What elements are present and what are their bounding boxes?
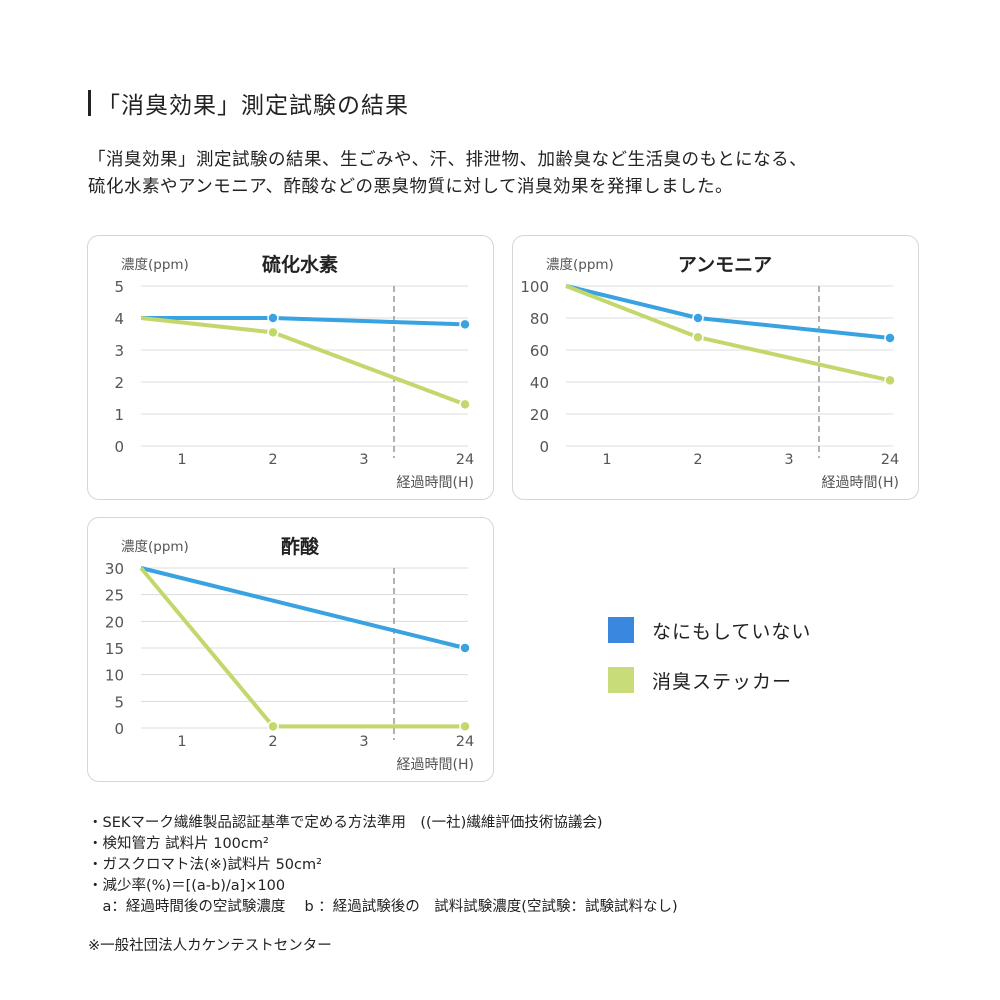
chart-title: 硫化水素 [262, 253, 338, 276]
y-tick-label: 0 [539, 438, 549, 456]
source-note: ※一般社団法人カケンテストセンター [88, 938, 332, 954]
y-tick-label: 0 [114, 720, 124, 738]
series-line-untreated [140, 566, 466, 650]
x-tick-label: 24 [456, 452, 474, 468]
y-tick-label: 100 [520, 278, 549, 296]
y-tick-label: 20 [105, 613, 124, 631]
chart-title: 酢酸 [281, 535, 320, 558]
chart-acetic-acid: 濃度(ppm) 酢酸 0 5 10 15 20 25 30 1 2 3 24 経過時間(H) [87, 517, 494, 782]
y-tick-label: 20 [530, 406, 549, 424]
y-tick-label: 10 [105, 667, 124, 685]
data-point [884, 374, 896, 387]
note-line: ・減少率(%)＝[(a-b)/a]×100 [88, 878, 286, 894]
y-tick-label: 2 [114, 374, 124, 392]
y-tick-label: 60 [530, 342, 549, 360]
legend-label: なにもしていない [652, 620, 812, 643]
page-heading: 「消臭効果」測定試験の結果 [88, 86, 409, 120]
y-tick-label: 3 [114, 342, 124, 360]
data-point [267, 312, 279, 324]
series-line-untreated [565, 284, 891, 340]
x-tick-label: 2 [268, 734, 277, 750]
heading-bar [88, 90, 91, 116]
x-tick-label: 3 [359, 734, 368, 750]
series-line-sticker [140, 316, 466, 407]
y-tick-label: 5 [114, 693, 124, 711]
x-axis-label: 経過時間(H) [397, 757, 474, 773]
data-point [459, 318, 471, 331]
note-line: ・検知管方 試料片 100cm² [88, 836, 269, 852]
data-point [692, 331, 704, 343]
y-tick-label: 80 [530, 310, 549, 328]
x-tick-label: 24 [456, 734, 474, 750]
notes: ・SEKマーク繊維製品認証基準で定める方法準用 ((一社)繊維評価技術協議会) … [88, 813, 678, 957]
data-point [692, 312, 704, 324]
x-tick-label: 2 [268, 452, 277, 468]
data-point [884, 332, 896, 344]
x-tick-label: 1 [177, 734, 186, 750]
data-point [459, 720, 471, 733]
note-line: ・SEKマーク繊維製品認証基準で定める方法準用 ((一社)繊維評価技術協議会) [88, 815, 603, 831]
legend-item-untreated: なにもしていない [608, 617, 811, 643]
y-tick-label: 25 [105, 587, 124, 605]
x-tick-label: 24 [881, 452, 899, 468]
data-point [459, 398, 471, 411]
y-axis-label: 濃度(ppm) [121, 539, 189, 555]
legend-swatch-blue [608, 617, 634, 643]
legend-swatch-green [608, 667, 634, 693]
y-axis-label: 濃度(ppm) [546, 257, 614, 273]
x-axis-label: 経過時間(H) [822, 475, 899, 491]
legend: なにもしていない 消臭ステッカー [608, 617, 811, 717]
y-tick-label: 30 [105, 560, 124, 578]
y-tick-label: 15 [105, 640, 124, 658]
y-tick-label: 4 [114, 310, 124, 328]
x-tick-label: 1 [177, 452, 186, 468]
note-line: ・ガスクロマト法(※)試料片 50cm² [88, 857, 322, 873]
y-tick-label: 0 [114, 438, 124, 456]
intro-line: 硫化水素やアンモニア、酢酸などの悪臭物質に対して消臭効果を発揮しました。 [88, 177, 734, 197]
legend-item-sticker: 消臭ステッカー [608, 667, 811, 693]
y-tick-label: 5 [114, 278, 124, 296]
chart-svg: 濃度(ppm) アンモニア 0 20 40 60 80 100 1 2 3 24 経過時間(H) [520, 254, 899, 491]
chart-svg: 濃度(ppm) 硫化水素 0 1 2 3 4 5 1 2 3 24 経過時間(H) [114, 253, 474, 491]
chart-title: アンモニア [678, 254, 772, 276]
legend-label: 消臭ステッカー [652, 670, 793, 693]
x-axis-label: 経過時間(H) [397, 475, 474, 491]
y-axis-label: 濃度(ppm) [121, 257, 189, 273]
chart-hydrogen-sulfide: 濃度(ppm) 硫化水素 0 1 2 3 4 5 1 2 3 24 経過時間(H) [87, 235, 494, 500]
x-tick-label: 2 [693, 452, 702, 468]
x-tick-label: 3 [359, 452, 368, 468]
x-tick-label: 3 [784, 452, 793, 468]
chart-ammonia: 濃度(ppm) アンモニア 0 20 40 60 80 100 1 2 3 24 経過時間(H) [512, 235, 919, 500]
note-line: a：経過時間後の空試験濃度 b ：経過試験後の 試料試験濃度(空試験：試験試料な… [88, 899, 678, 915]
data-point [267, 326, 279, 339]
heading-text: 「消臭効果」測定試験の結果 [97, 93, 409, 119]
series-line-sticker [139, 566, 465, 729]
data-point [267, 720, 279, 733]
y-tick-label: 1 [114, 406, 124, 424]
intro-text: 「消臭効果」測定試験の結果、生ごみや、汗、排泄物、加齢臭など生活臭のもとになる、… [88, 147, 807, 201]
x-tick-label: 1 [602, 452, 611, 468]
intro-line: 「消臭効果」測定試験の結果、生ごみや、汗、排泄物、加齢臭など生活臭のもとになる、 [88, 150, 808, 170]
y-tick-label: 40 [530, 374, 549, 392]
data-point [459, 642, 471, 654]
chart-svg: 濃度(ppm) 酢酸 0 5 10 15 20 25 30 1 2 3 24 経過時間(H) [105, 535, 474, 773]
